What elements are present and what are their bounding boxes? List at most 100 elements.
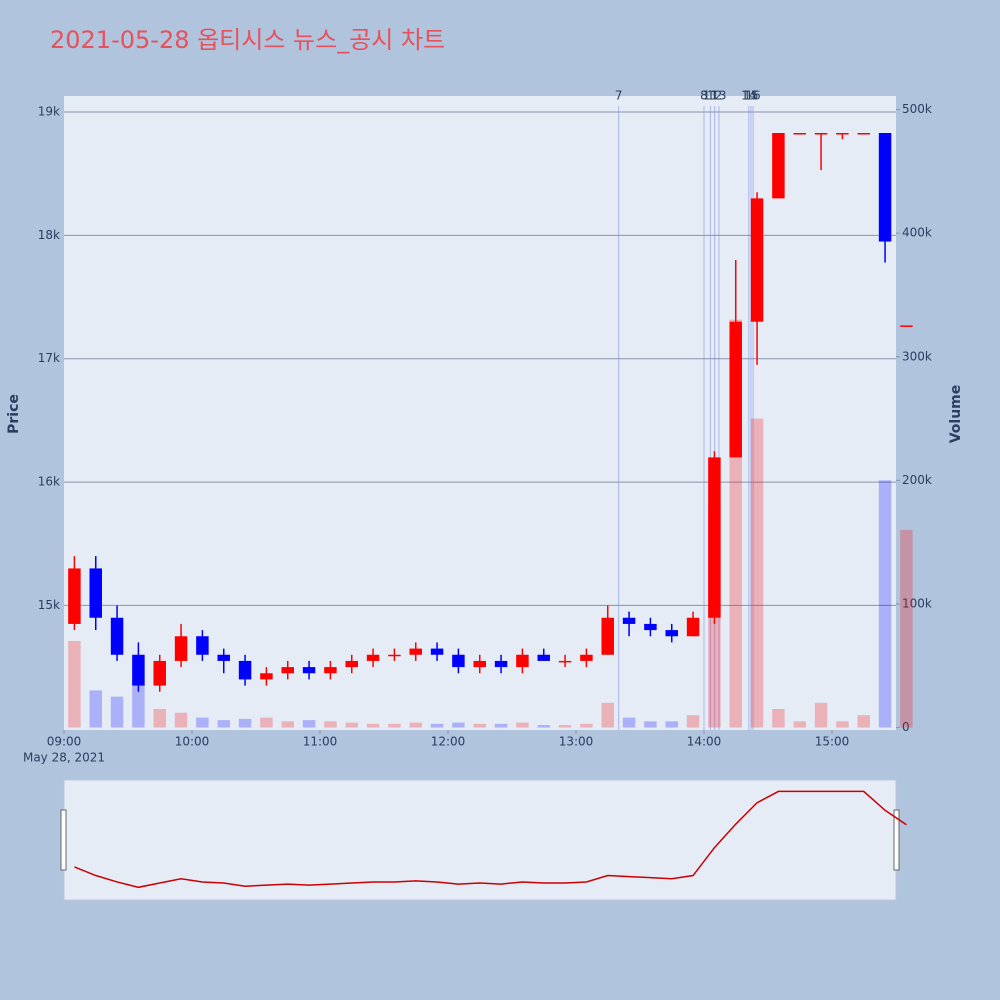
candle-body: [110, 617, 124, 655]
candle-body: [324, 667, 337, 674]
volume-bar: [324, 721, 337, 728]
volume-bar: [580, 723, 593, 728]
candle-body: [153, 660, 166, 686]
candle-body: [836, 133, 849, 135]
volume-bar: [132, 678, 145, 728]
candle-body: [537, 654, 550, 661]
y2-tick-label: 200k: [902, 473, 932, 487]
volume-bar: [686, 715, 700, 728]
volume-bar: [814, 702, 828, 728]
volume-bar: [516, 722, 529, 728]
y-tick-label: 18k: [38, 228, 60, 242]
volume-bar: [665, 721, 678, 728]
y-tick-label: 15k: [38, 598, 60, 612]
volume-bar: [473, 723, 486, 728]
volume-bar: [857, 715, 870, 728]
x-axis-sublabel: May 28, 2021: [23, 751, 105, 765]
candle-body: [494, 660, 508, 668]
y-tick-label: 16k: [38, 475, 60, 489]
news-label: 7: [615, 89, 623, 103]
candle-body: [174, 636, 188, 661]
slider-line: [74, 790, 907, 889]
volume-bar: [174, 712, 188, 728]
y-tick-label: 19k: [38, 105, 60, 119]
candle-body: [196, 636, 209, 655]
volume-bar: [878, 480, 892, 728]
volume-bar: [409, 722, 422, 728]
volume-bar: [430, 723, 444, 728]
candle-body: [388, 654, 401, 657]
y2-axis-title: Volume: [948, 385, 964, 444]
chart-title: 2021-05-28 옵티시스 뉴스_공시 차트: [50, 26, 445, 54]
news-label: 8: [700, 89, 708, 103]
news-label: 15: [743, 89, 758, 103]
volume-bar: [366, 723, 380, 728]
volume-bar: [153, 708, 166, 728]
y2-tick-label: 400k: [902, 226, 932, 240]
volume-bar: [302, 720, 316, 728]
volume-bar: [793, 721, 806, 728]
volume-bar: [836, 721, 849, 728]
candle-body: [452, 654, 465, 668]
candle-body: [601, 617, 614, 655]
candle-body: [366, 654, 380, 661]
range-slider: [63, 779, 897, 901]
candle-body: [217, 654, 230, 661]
news-label: 13: [711, 89, 726, 103]
candle-body: [260, 673, 273, 680]
x-tick-label: 11:00: [303, 735, 338, 749]
candle-body: [857, 133, 870, 135]
volume-bar: [772, 708, 785, 728]
y2-tick-label: 500k: [902, 102, 932, 116]
volume-bar: [558, 725, 572, 728]
candle-body: [558, 660, 572, 663]
candle-body: [132, 654, 145, 686]
x-tick-label: 14:00: [687, 735, 722, 749]
candle-body: [772, 133, 785, 199]
volume-bar: [89, 690, 102, 728]
volume-bar: [900, 529, 913, 728]
volume-bar: [537, 725, 550, 728]
candle-body: [473, 660, 486, 668]
candle-body: [622, 617, 636, 624]
y-axis-title: Price: [6, 394, 22, 434]
candle-body: [430, 648, 444, 655]
volume-bar: [644, 721, 657, 728]
candle-body: [665, 630, 678, 637]
candle-body: [345, 660, 358, 668]
candle-body: [281, 667, 294, 674]
slider-handle[interactable]: [893, 809, 900, 871]
candle-body: [793, 133, 806, 135]
y-tick-label: 17k: [38, 351, 60, 365]
volume-bar: [452, 722, 465, 728]
x-tick-label: 12:00: [431, 735, 466, 749]
news-label: 16: [745, 89, 760, 103]
y2-tick-label: 100k: [902, 596, 932, 610]
candle-body: [89, 568, 102, 618]
candle-body: [580, 654, 593, 661]
candle-body: [708, 457, 721, 618]
y2-tick-label: 0: [902, 720, 910, 734]
plot-area: [64, 96, 896, 730]
volume-bar: [601, 702, 614, 728]
candle-body: [238, 660, 252, 680]
volume-bar: [388, 723, 401, 728]
candle-body: [814, 133, 828, 135]
candle-body: [900, 325, 913, 327]
candle-body: [68, 568, 81, 624]
volume-bar: [750, 418, 764, 728]
volume-bar: [494, 723, 508, 728]
volume-bar: [622, 717, 636, 728]
news-label: 14: [741, 89, 756, 103]
y2-tick-label: 300k: [902, 349, 932, 363]
volume-bar: [345, 722, 358, 728]
candle-body: [878, 133, 892, 242]
slider-handle[interactable]: [60, 809, 67, 871]
news-label: 12: [707, 89, 722, 103]
volume-bar: [217, 720, 230, 728]
volume-bar: [196, 717, 209, 728]
volume-bar: [281, 721, 294, 728]
volume-bar: [260, 717, 273, 728]
x-tick-label: 13:00: [559, 735, 594, 749]
volume-bar: [238, 718, 252, 728]
